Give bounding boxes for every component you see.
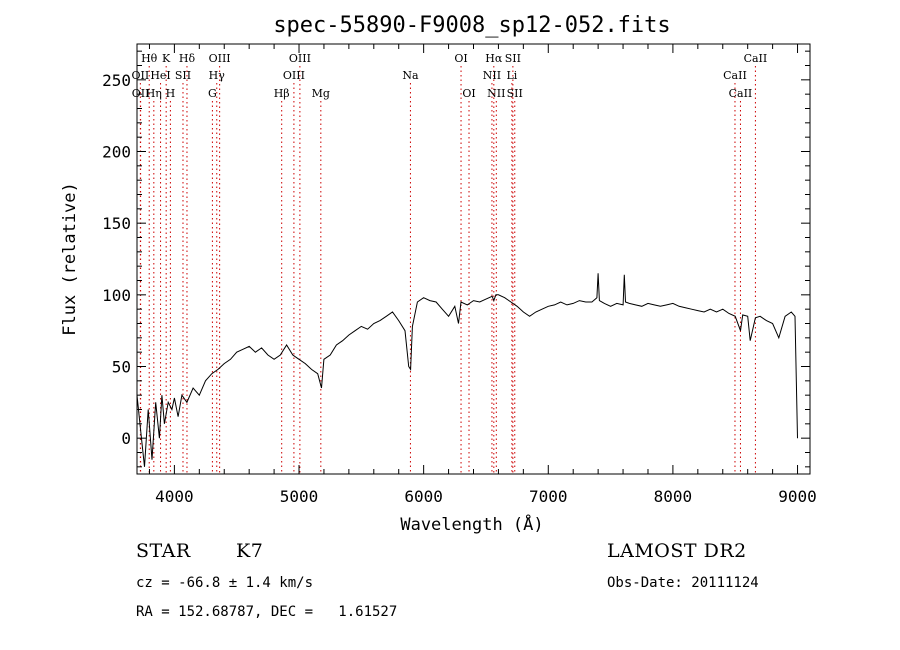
- spectral-line-label: Hδ: [179, 52, 196, 65]
- spectral-line-markers: [139, 66, 756, 474]
- obs-date-text: Obs-Date: 20111124: [607, 575, 759, 591]
- x-tick-label: 4000: [155, 487, 194, 506]
- spectral-line-label: H: [166, 87, 176, 100]
- spectral-line-label: SII: [175, 69, 191, 82]
- spectral-line-label: Hη: [146, 87, 162, 100]
- spectral-line-label: OII: [132, 69, 150, 82]
- spectral-line-label: SII: [507, 87, 523, 100]
- spectral-line-label: K: [162, 52, 171, 65]
- x-tick-label: 7000: [529, 487, 568, 506]
- spectral-line-label: Hθ: [141, 52, 158, 65]
- spectral-line-label: OIII: [209, 52, 231, 65]
- y-tick-label: 150: [102, 214, 131, 233]
- spectral-line-label: OIII: [283, 69, 305, 82]
- x-tick-label: 5000: [280, 487, 319, 506]
- y-tick-label: 0: [121, 429, 131, 448]
- spectral-line-label: Hβ: [274, 87, 290, 100]
- plot-frame: [136, 43, 811, 475]
- object-subclass: K7: [236, 540, 264, 562]
- x-tick-label: 6000: [404, 487, 443, 506]
- spectral-line-label: CaII: [723, 69, 747, 82]
- spectral-line-label: OII: [132, 87, 150, 100]
- y-axis-ticks: 0 50 100 150 200 250: [102, 50, 810, 468]
- spectrum-series-line: [136, 273, 798, 467]
- spectral-line-label: Hγ: [209, 69, 226, 82]
- y-tick-label: 100: [102, 286, 131, 305]
- x-tick-label: 9000: [778, 487, 817, 506]
- y-tick-label: 50: [112, 358, 131, 377]
- spectral-line-label: NII: [487, 87, 505, 100]
- survey-name: LAMOST DR2: [607, 540, 747, 562]
- y-tick-label: 250: [102, 71, 131, 90]
- spectral-line-label: SII: [505, 52, 521, 65]
- coordinates-text: RA = 152.68787, DEC = 1.61527: [136, 604, 398, 620]
- spectral-line-label: G: [208, 87, 217, 100]
- x-axis-ticks: 4000 5000 6000 7000 8000 9000: [148, 44, 817, 506]
- spectral-line-label: CaII: [729, 87, 753, 100]
- spectral-line-label: Mg: [312, 87, 330, 100]
- spectral-line-label: CaII: [744, 52, 768, 65]
- spectral-line-label: Hα: [485, 52, 503, 65]
- spectral-line-label: Na: [402, 69, 419, 82]
- y-tick-label: 200: [102, 143, 131, 162]
- object-class: STAR: [136, 540, 191, 562]
- chart-title: spec-55890-F9008_sp12-052.fits: [273, 13, 670, 38]
- spectral-line-label: Li: [506, 69, 517, 82]
- x-tick-label: 8000: [654, 487, 693, 506]
- spectral-line-label: OI: [454, 52, 467, 65]
- spectral-line-label: NII: [483, 69, 501, 82]
- redshift-text: cz = -66.8 ± 1.4 km/s: [136, 575, 314, 591]
- y-axis-label: Flux (relative): [60, 182, 80, 336]
- spectral-line-label: OI: [462, 87, 475, 100]
- x-axis-label: Wavelength (Å): [400, 513, 543, 535]
- spectral-line-label: OIII: [289, 52, 311, 65]
- spectral-line-label: HeI: [150, 69, 170, 82]
